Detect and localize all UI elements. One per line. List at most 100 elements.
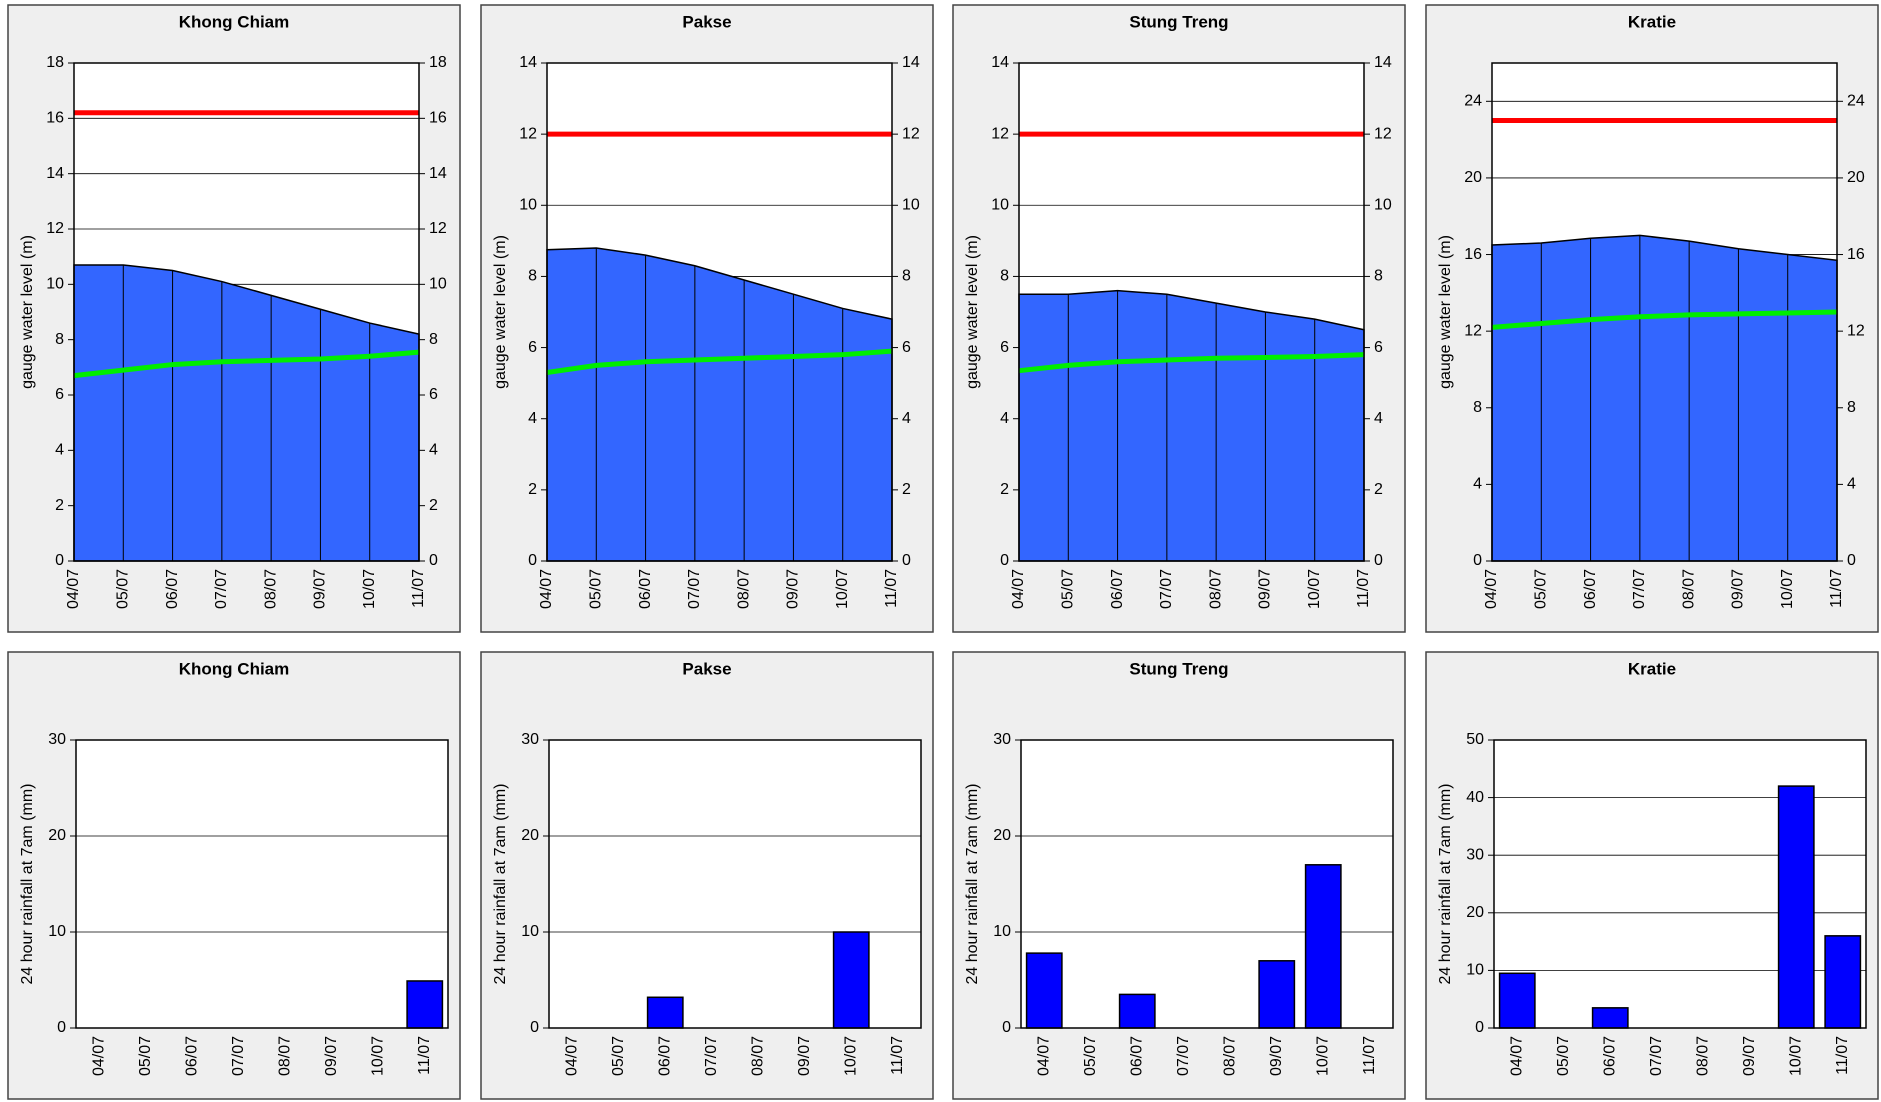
bar [1025,952,1063,1029]
y2-tick-label: 14 [429,165,447,182]
y-tick-label: 0 [57,1019,66,1036]
x-tick-label: 11/07 [889,1036,906,1075]
y-tick-label: 2 [528,481,537,498]
y-axis-label: gauge water level (m) [1437,235,1454,389]
chart-title: Khong Chiam [179,12,290,31]
chart-panel: Pakse 0 2 4 6 8 10 12 14 gauge water level (m) 04/… [480,4,934,633]
y-tick-label: 0 [1473,552,1482,569]
chart-title: Stung Treng [1129,659,1228,678]
y-tick-label: 4 [55,442,64,459]
x-tick-label: 07/07 [1648,1036,1665,1076]
y-axis-label: gauge water level (m) [492,235,509,389]
y-tick-label: 30 [993,731,1011,748]
x-tick-label: 06/07 [183,1036,200,1076]
y-tick-label: 6 [528,339,537,356]
y2-tick-label: 20 [1847,169,1865,186]
x-tick-label: 09/07 [796,1036,813,1076]
y2-tick-label: 4 [429,442,438,459]
y-tick-label: 10 [48,923,66,940]
chart-panel: Kratie 0 10 20 30 40 50 24 hour rainfall at 7am… [1425,651,1879,1100]
y2-tick-label: 10 [902,197,920,214]
x-tick-label: 10/07 [1306,569,1323,609]
y-tick-label: 30 [521,731,539,748]
chart-title: Pakse [682,659,731,678]
y-tick-label: 10 [993,923,1011,940]
y2-tick-label: 10 [1374,197,1392,214]
y2-tick-label: 6 [429,386,438,403]
bar [832,931,870,1029]
y-axis-label: gauge water level (m) [964,235,981,389]
y-tick-label: 10 [519,197,537,214]
bar [406,980,444,1029]
y-tick-label: 20 [1464,169,1482,186]
y-tick-label: 8 [528,268,537,285]
x-tick-label: 11/07 [410,569,427,608]
x-tick-label: 10/07 [361,569,378,609]
plot-border [73,62,420,562]
y-tick-label: 40 [1466,789,1484,806]
x-tick-label: 07/07 [230,1036,247,1076]
x-tick-label: 07/07 [213,569,230,609]
y-tick-label: 12 [519,125,537,142]
bar [1498,972,1536,1029]
x-tick-label: 04/07 [1010,569,1027,609]
y2-tick-label: 14 [1374,54,1392,71]
y2-tick-label: 2 [1374,481,1383,498]
y-tick-label: 20 [48,827,66,844]
x-tick-label: 04/07 [1508,1036,1525,1076]
y-tick-label: 6 [1000,339,1009,356]
y2-tick-label: 4 [1847,476,1856,493]
y-tick-label: 8 [1473,399,1482,416]
bar [1258,960,1296,1029]
chart-panel: Pakse 0 10 20 30 24 hour rainfall at 7am (mm)… [480,651,934,1100]
y-tick-label: 18 [46,54,64,71]
line [1018,352,1365,374]
y2-tick-label: 0 [429,552,438,569]
y2-tick-label: 14 [902,54,920,71]
y-tick-label: 12 [46,220,64,237]
y-tick-label: 10 [1466,962,1484,979]
plot-border [1493,739,1867,1029]
y-tick-label: 20 [521,827,539,844]
x-tick-label: 11/07 [883,569,900,608]
line [73,349,420,379]
y2-tick-label: 10 [429,276,447,293]
y-axis-label: 24 hour rainfall at 7am (mm) [19,784,36,985]
x-tick-label: 05/07 [1082,1036,1099,1076]
bar [1118,993,1156,1029]
y2-tick-label: 12 [1847,322,1865,339]
y2-tick-label: 6 [902,339,911,356]
bar [1777,785,1815,1029]
y-tick-label: 2 [1000,481,1009,498]
y2-tick-label: 8 [1374,268,1383,285]
x-tick-label: 05/07 [137,1036,154,1076]
x-tick-label: 11/07 [1355,569,1372,608]
y-tick-label: 4 [1473,476,1482,493]
y-tick-label: 4 [528,410,537,427]
x-tick-label: 10/07 [1787,1036,1804,1076]
chart-title: Khong Chiam [179,659,290,678]
y-axis-label: 24 hour rainfall at 7am (mm) [492,784,509,985]
y2-tick-label: 2 [902,481,911,498]
x-tick-label: 06/07 [1109,569,1126,609]
x-tick-label: 08/07 [1680,569,1697,609]
x-tick-label: 04/07 [563,1036,580,1076]
x-tick-label: 08/07 [1694,1036,1711,1076]
x-tick-label: 06/07 [637,569,654,609]
plot-border [1491,62,1838,562]
x-tick-label: 09/07 [312,569,329,609]
x-tick-label: 05/07 [115,569,132,609]
x-tick-label: 04/07 [538,569,555,609]
x-tick-label: 09/07 [323,1036,340,1076]
y-tick-label: 4 [1000,410,1009,427]
y-tick-label: 2 [55,497,64,514]
y2-tick-label: 0 [1374,552,1383,569]
y-tick-label: 6 [55,386,64,403]
y-axis-label: 24 hour rainfall at 7am (mm) [964,784,981,985]
y2-tick-label: 4 [1374,410,1383,427]
x-tick-label: 10/07 [834,569,851,609]
y-tick-label: 14 [519,54,537,71]
x-tick-label: 11/07 [1834,1036,1851,1075]
y-tick-label: 16 [46,110,64,127]
